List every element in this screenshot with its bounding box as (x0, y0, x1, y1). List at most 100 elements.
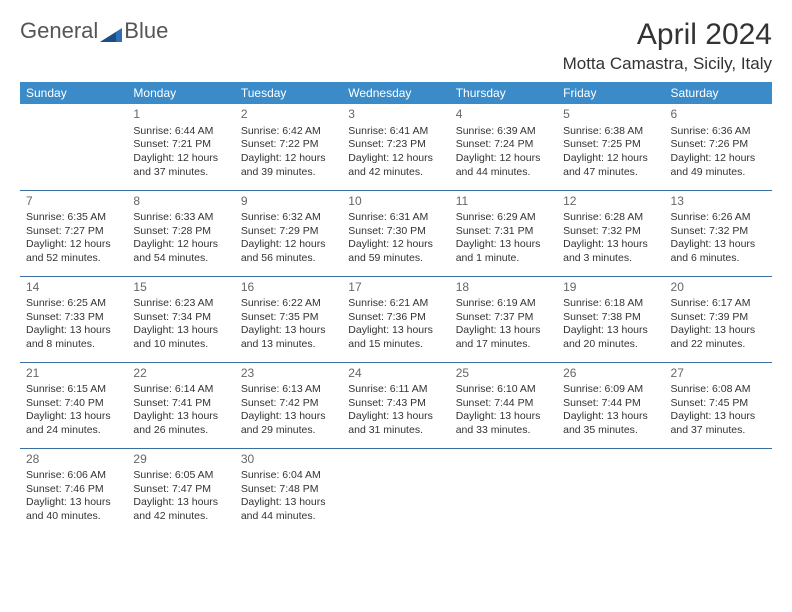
sunrise-line: Sunrise: 6:25 AM (26, 297, 121, 311)
daylight-line: Daylight: 13 hours and 40 minutes. (26, 496, 121, 523)
day-number: 13 (671, 194, 766, 210)
sunset-line: Sunset: 7:25 PM (563, 138, 658, 152)
sunrise-line: Sunrise: 6:22 AM (241, 297, 336, 311)
sunrise-line: Sunrise: 6:35 AM (26, 211, 121, 225)
weekday-header-row: Sunday Monday Tuesday Wednesday Thursday… (20, 82, 772, 104)
daylight-line: Daylight: 12 hours and 39 minutes. (241, 152, 336, 179)
sunrise-line: Sunrise: 6:32 AM (241, 211, 336, 225)
daylight-line: Daylight: 12 hours and 47 minutes. (563, 152, 658, 179)
calendar-cell: 12Sunrise: 6:28 AMSunset: 7:32 PMDayligh… (557, 190, 664, 276)
daylight-line: Daylight: 13 hours and 8 minutes. (26, 324, 121, 351)
weekday-header: Wednesday (342, 82, 449, 104)
calendar-cell: 16Sunrise: 6:22 AMSunset: 7:35 PMDayligh… (235, 276, 342, 362)
daylight-line: Daylight: 13 hours and 10 minutes. (133, 324, 228, 351)
sunset-line: Sunset: 7:47 PM (133, 483, 228, 497)
sunrise-line: Sunrise: 6:08 AM (671, 383, 766, 397)
sunset-line: Sunset: 7:24 PM (456, 138, 551, 152)
sunset-line: Sunset: 7:42 PM (241, 397, 336, 411)
weekday-header: Monday (127, 82, 234, 104)
sunset-line: Sunset: 7:38 PM (563, 311, 658, 325)
daylight-line: Daylight: 12 hours and 49 minutes. (671, 152, 766, 179)
day-number: 1 (133, 107, 228, 123)
sunset-line: Sunset: 7:22 PM (241, 138, 336, 152)
day-number: 28 (26, 452, 121, 468)
sunset-line: Sunset: 7:35 PM (241, 311, 336, 325)
calendar-row: 14Sunrise: 6:25 AMSunset: 7:33 PMDayligh… (20, 276, 772, 362)
day-number: 16 (241, 280, 336, 296)
day-number: 23 (241, 366, 336, 382)
day-number: 9 (241, 194, 336, 210)
sunset-line: Sunset: 7:31 PM (456, 225, 551, 239)
daylight-line: Daylight: 13 hours and 15 minutes. (348, 324, 443, 351)
sunrise-line: Sunrise: 6:14 AM (133, 383, 228, 397)
calendar-cell (665, 448, 772, 534)
sunset-line: Sunset: 7:48 PM (241, 483, 336, 497)
sunrise-line: Sunrise: 6:31 AM (348, 211, 443, 225)
day-number: 25 (456, 366, 551, 382)
calendar-cell: 5 Sunrise: 6:38 AMSunset: 7:25 PMDaylight… (557, 104, 664, 190)
daylight-line: Daylight: 12 hours and 37 minutes. (133, 152, 228, 179)
sunset-line: Sunset: 7:33 PM (26, 311, 121, 325)
day-number: 10 (348, 194, 443, 210)
daylight-line: Daylight: 12 hours and 52 minutes. (26, 238, 121, 265)
header: General Blue April 2024 Motta Camastra, … (20, 18, 772, 74)
daylight-line: Daylight: 13 hours and 13 minutes. (241, 324, 336, 351)
logo-text-2: Blue (124, 18, 168, 44)
sunset-line: Sunset: 7:37 PM (456, 311, 551, 325)
sunset-line: Sunset: 7:32 PM (563, 225, 658, 239)
daylight-line: Daylight: 13 hours and 3 minutes. (563, 238, 658, 265)
sunset-line: Sunset: 7:30 PM (348, 225, 443, 239)
sunrise-line: Sunrise: 6:15 AM (26, 383, 121, 397)
calendar-cell: 29Sunrise: 6:05 AMSunset: 7:47 PMDayligh… (127, 448, 234, 534)
calendar-row: 1Sunrise: 6:44 AMSunset: 7:21 PMDaylight… (20, 104, 772, 190)
calendar-cell (450, 448, 557, 534)
day-number: 11 (456, 194, 551, 210)
sunrise-line: Sunrise: 6:18 AM (563, 297, 658, 311)
calendar-body: 1Sunrise: 6:44 AMSunset: 7:21 PMDaylight… (20, 104, 772, 534)
sunrise-line: Sunrise: 6:36 AM (671, 125, 766, 139)
daylight-line: Daylight: 12 hours and 42 minutes. (348, 152, 443, 179)
calendar-row: 28Sunrise: 6:06 AMSunset: 7:46 PMDayligh… (20, 448, 772, 534)
day-number: 18 (456, 280, 551, 296)
weekday-header: Sunday (20, 82, 127, 104)
weekday-header: Friday (557, 82, 664, 104)
sunrise-line: Sunrise: 6:29 AM (456, 211, 551, 225)
sunrise-line: Sunrise: 6:39 AM (456, 125, 551, 139)
day-number: 2 (241, 107, 336, 123)
sunrise-line: Sunrise: 6:26 AM (671, 211, 766, 225)
day-number: 17 (348, 280, 443, 296)
page-title: April 2024 (563, 18, 772, 52)
sunset-line: Sunset: 7:29 PM (241, 225, 336, 239)
day-number: 26 (563, 366, 658, 382)
sunset-line: Sunset: 7:21 PM (133, 138, 228, 152)
sunrise-line: Sunrise: 6:19 AM (456, 297, 551, 311)
daylight-line: Daylight: 13 hours and 24 minutes. (26, 410, 121, 437)
calendar-cell: 1Sunrise: 6:44 AMSunset: 7:21 PMDaylight… (127, 104, 234, 190)
sunset-line: Sunset: 7:46 PM (26, 483, 121, 497)
day-number: 6 (671, 107, 766, 123)
sunrise-line: Sunrise: 6:23 AM (133, 297, 228, 311)
daylight-line: Daylight: 13 hours and 37 minutes. (671, 410, 766, 437)
weekday-header: Saturday (665, 82, 772, 104)
sunset-line: Sunset: 7:32 PM (671, 225, 766, 239)
calendar-cell: 8Sunrise: 6:33 AMSunset: 7:28 PMDaylight… (127, 190, 234, 276)
sunrise-line: Sunrise: 6:10 AM (456, 383, 551, 397)
calendar-cell: 13Sunrise: 6:26 AMSunset: 7:32 PMDayligh… (665, 190, 772, 276)
day-number: 7 (26, 194, 121, 210)
daylight-line: Daylight: 13 hours and 35 minutes. (563, 410, 658, 437)
daylight-line: Daylight: 12 hours and 44 minutes. (456, 152, 551, 179)
calendar-cell: 6Sunrise: 6:36 AMSunset: 7:26 PMDaylight… (665, 104, 772, 190)
day-number: 5 (563, 107, 658, 123)
calendar-cell (20, 104, 127, 190)
day-number: 12 (563, 194, 658, 210)
calendar-cell (557, 448, 664, 534)
calendar-cell: 15Sunrise: 6:23 AMSunset: 7:34 PMDayligh… (127, 276, 234, 362)
daylight-line: Daylight: 13 hours and 20 minutes. (563, 324, 658, 351)
sunrise-line: Sunrise: 6:38 AM (563, 125, 658, 139)
calendar-cell: 26Sunrise: 6:09 AMSunset: 7:44 PMDayligh… (557, 362, 664, 448)
title-block: April 2024 Motta Camastra, Sicily, Italy (563, 18, 772, 74)
calendar-cell: 21Sunrise: 6:15 AMSunset: 7:40 PMDayligh… (20, 362, 127, 448)
sunset-line: Sunset: 7:36 PM (348, 311, 443, 325)
calendar-cell (342, 448, 449, 534)
calendar-cell: 25Sunrise: 6:10 AMSunset: 7:44 PMDayligh… (450, 362, 557, 448)
